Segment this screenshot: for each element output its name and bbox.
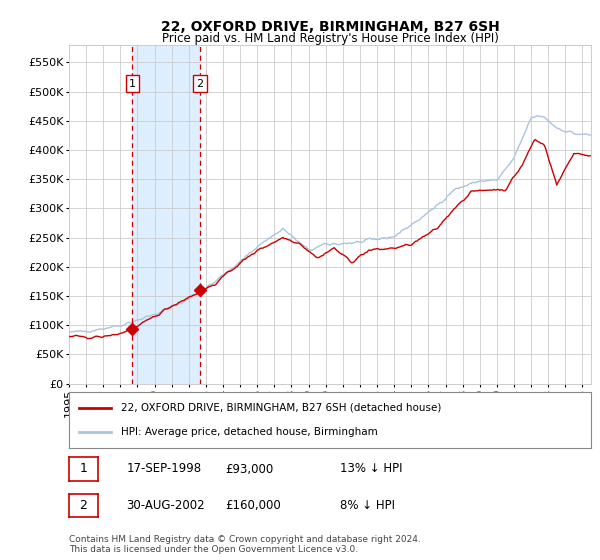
Text: 8% ↓ HPI: 8% ↓ HPI — [340, 499, 395, 512]
Text: Price paid vs. HM Land Registry's House Price Index (HPI): Price paid vs. HM Land Registry's House … — [161, 32, 499, 45]
Text: £160,000: £160,000 — [226, 499, 281, 512]
Text: 13% ↓ HPI: 13% ↓ HPI — [340, 463, 403, 475]
Text: Contains HM Land Registry data © Crown copyright and database right 2024.
This d: Contains HM Land Registry data © Crown c… — [69, 535, 421, 554]
Text: 22, OXFORD DRIVE, BIRMINGHAM, B27 6SH: 22, OXFORD DRIVE, BIRMINGHAM, B27 6SH — [161, 20, 499, 34]
Text: 2: 2 — [79, 499, 88, 512]
Text: 2: 2 — [197, 79, 203, 89]
Text: 1: 1 — [129, 79, 136, 89]
Bar — [133, 45, 200, 384]
Text: 30-AUG-2002: 30-AUG-2002 — [127, 499, 205, 512]
Text: HPI: Average price, detached house, Birmingham: HPI: Average price, detached house, Birm… — [121, 427, 378, 437]
Text: 1: 1 — [79, 463, 88, 475]
Text: 22, OXFORD DRIVE, BIRMINGHAM, B27 6SH (detached house): 22, OXFORD DRIVE, BIRMINGHAM, B27 6SH (d… — [121, 403, 442, 413]
Text: £93,000: £93,000 — [226, 463, 274, 475]
Text: 17-SEP-1998: 17-SEP-1998 — [127, 463, 202, 475]
